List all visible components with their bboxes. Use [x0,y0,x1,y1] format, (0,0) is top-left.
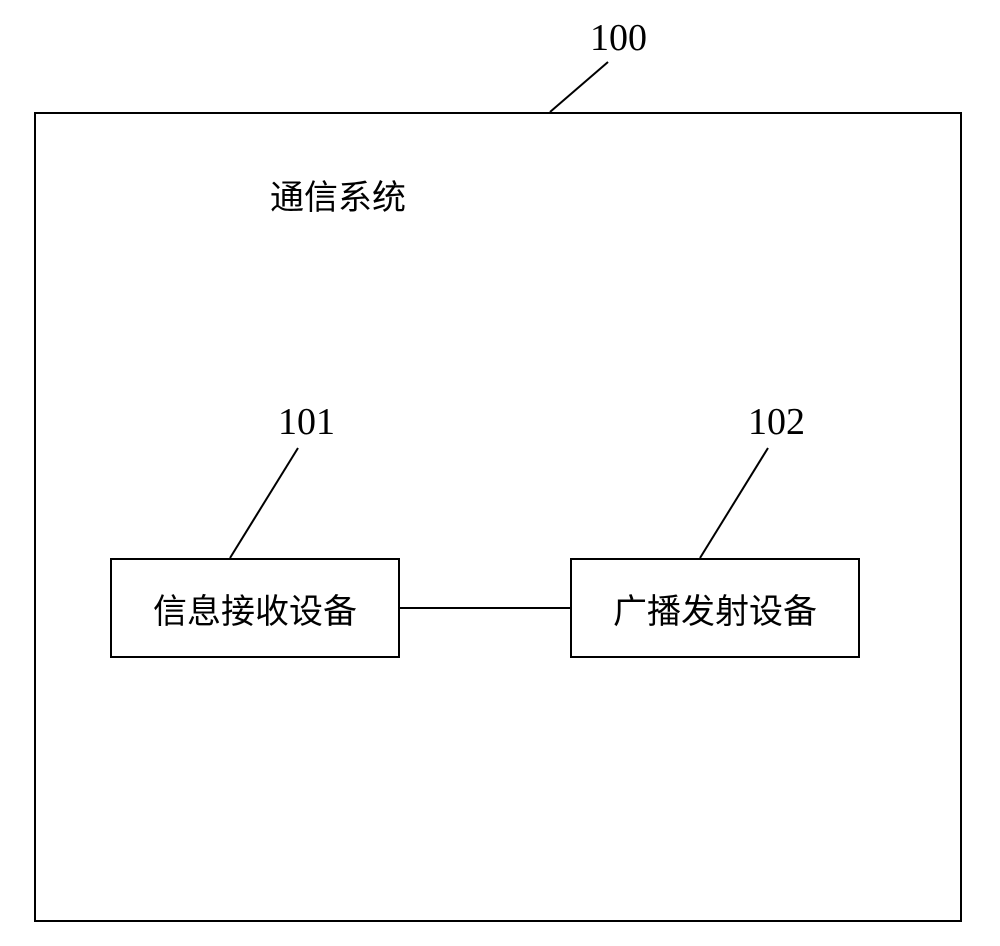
system-ref-number: 100 [590,16,647,60]
info-receive-device-ref-number: 101 [278,400,335,444]
system-title: 通信系统 [270,170,406,219]
info-receive-device-label: 信息接收设备 [153,584,357,633]
info-receive-device-box: 信息接收设备 [110,558,400,658]
broadcast-transmit-device-ref-number: 102 [748,400,805,444]
diagram-canvas: 通信系统 100 信息接收设备 101 广播发射设备 102 [0,0,1000,946]
broadcast-transmit-device-label: 广播发射设备 [613,584,817,633]
broadcast-transmit-device-box: 广播发射设备 [570,558,860,658]
system-box [34,112,962,922]
